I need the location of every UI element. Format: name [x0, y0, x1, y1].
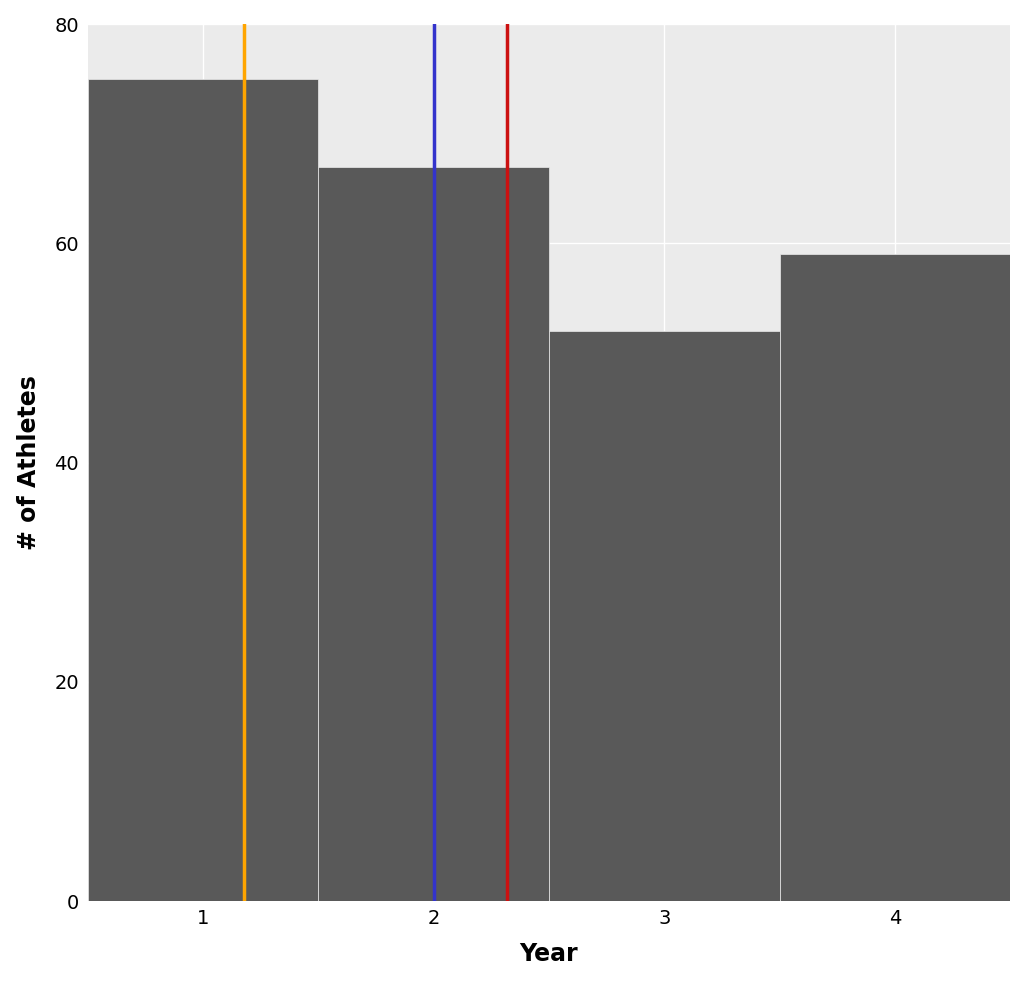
Bar — [318, 167, 548, 901]
Bar — [87, 79, 318, 901]
Bar — [548, 331, 779, 901]
Y-axis label: # of Athletes: # of Athletes — [16, 376, 41, 550]
Bar — [779, 255, 1011, 901]
X-axis label: Year: Year — [520, 943, 578, 966]
